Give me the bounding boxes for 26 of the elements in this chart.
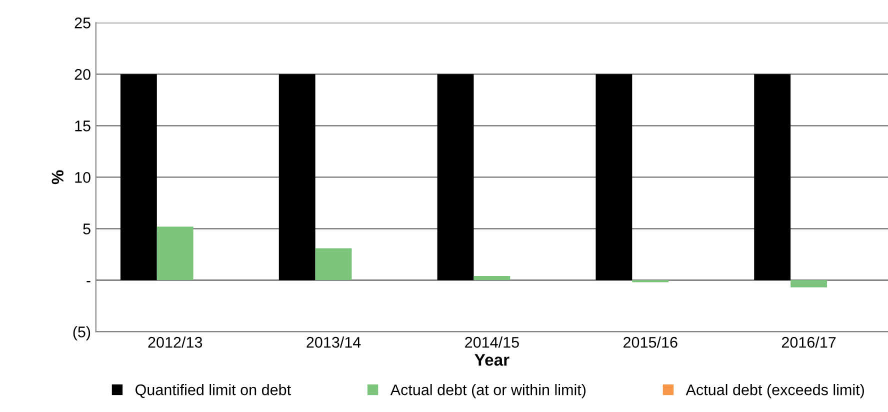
x-tick-label: 2012/13 <box>148 336 202 348</box>
y-tick-label: - <box>86 281 90 282</box>
y-tick-label: 15 <box>75 120 90 132</box>
x-tick-label: 2016/17 <box>782 336 836 348</box>
x-tick-label: 2014/15 <box>465 336 519 348</box>
bar <box>315 248 352 280</box>
bar <box>278 74 316 280</box>
bar <box>754 74 791 280</box>
bar <box>156 226 194 280</box>
bar <box>120 74 157 280</box>
legend-label: Quantified limit on debt <box>136 384 291 398</box>
x-tick-label: 2015/16 <box>624 336 678 348</box>
x-axis-title: Year <box>474 354 510 366</box>
y-tick-label: 5 <box>83 224 90 234</box>
y-tick-label: (5) <box>73 326 90 340</box>
y-tick-label: 20 <box>74 69 90 80</box>
x-tick-label: 2013/14 <box>306 336 361 348</box>
legend-label: Actual debt (exceeds limit) <box>686 384 864 398</box>
y-tick-label: 10 <box>75 172 90 183</box>
bar <box>596 74 632 280</box>
bar <box>474 276 510 280</box>
y-axis-title: % <box>52 170 64 184</box>
legend-label: Actual debt (at or within limit) <box>390 384 586 398</box>
y-tick-label: 25 <box>74 18 90 28</box>
bar <box>437 74 474 280</box>
bar <box>790 280 828 288</box>
